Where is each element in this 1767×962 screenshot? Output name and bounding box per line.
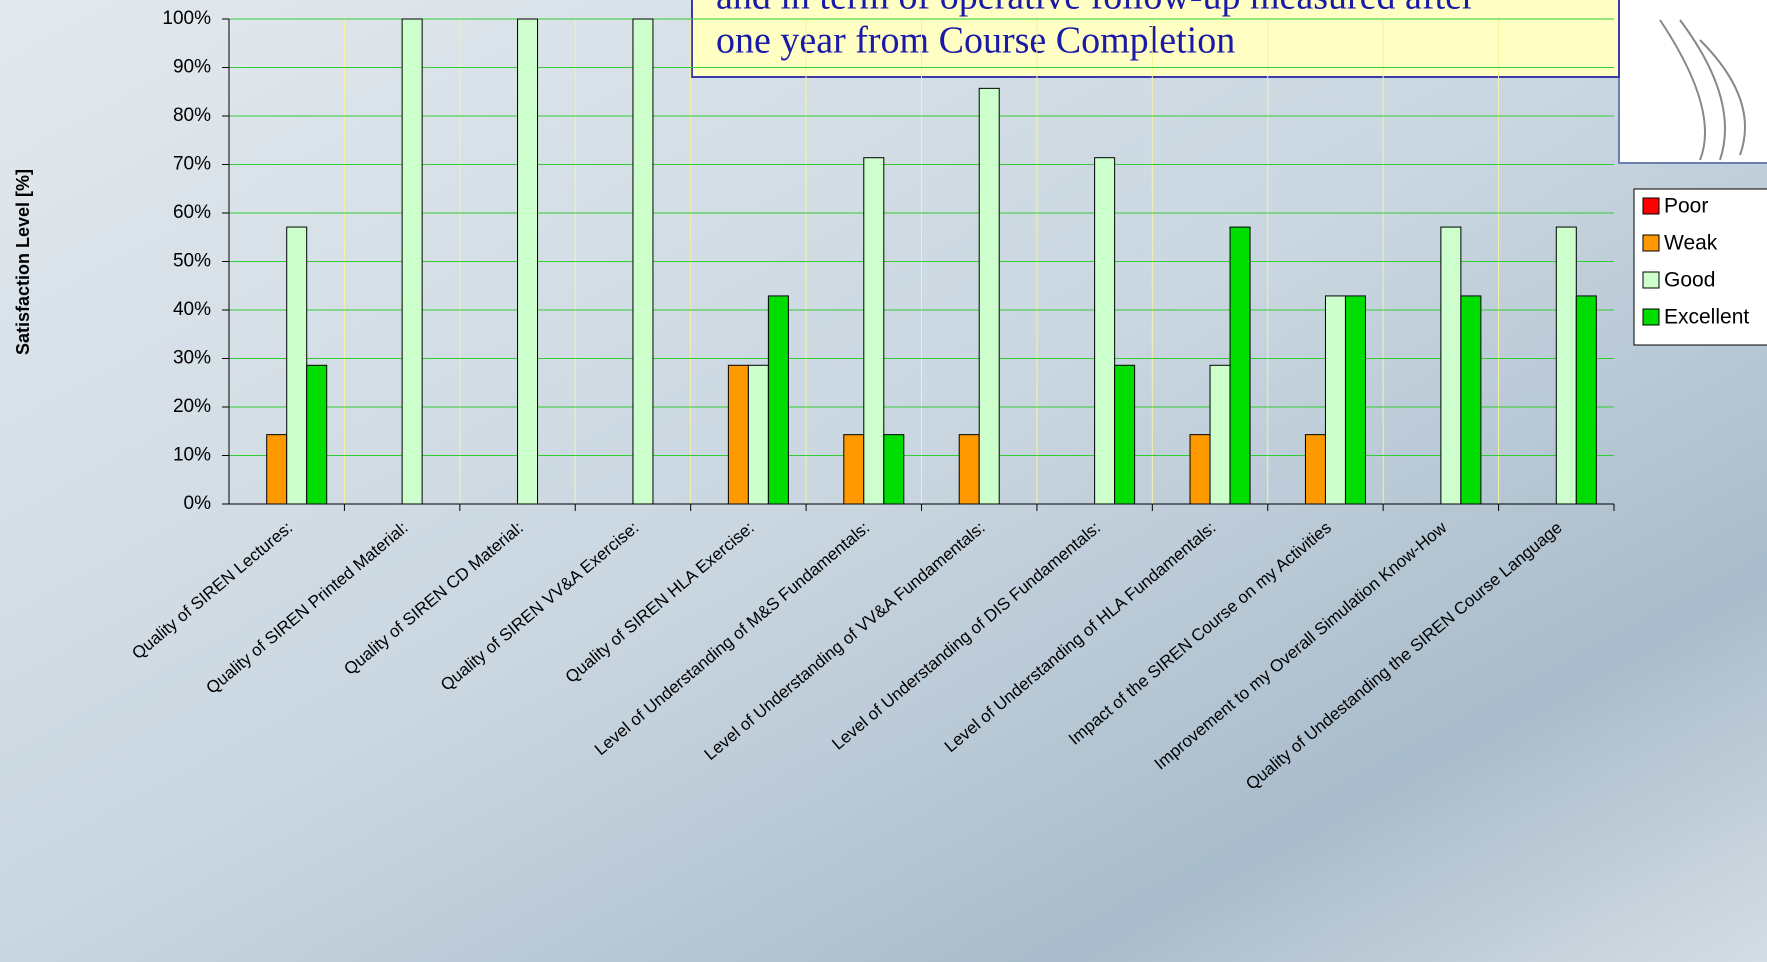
legend-label: Weak [1664, 232, 1718, 255]
y-tick-label: 70% [173, 154, 211, 175]
y-tick-label: 100% [162, 8, 211, 29]
bar [1115, 365, 1135, 504]
y-tick-label: 80% [173, 105, 211, 126]
bar [1095, 158, 1115, 504]
legend-label: Good [1664, 269, 1715, 292]
bar [287, 227, 307, 504]
bar [979, 88, 999, 504]
y-axis-label: Satisfaction Level [%] [13, 169, 33, 355]
bar [307, 365, 327, 504]
bar [518, 19, 538, 504]
bar [267, 435, 287, 504]
bar [1345, 296, 1365, 504]
page: and in term of operative follow-up measu… [0, 0, 1767, 962]
bar [1325, 296, 1345, 504]
y-tick-label: 40% [173, 299, 211, 320]
bar [864, 158, 884, 504]
bar [959, 435, 979, 504]
logo [1619, 0, 1767, 163]
bar [844, 435, 864, 504]
bar [402, 19, 422, 504]
bar [1210, 365, 1230, 504]
annotation-line: one year from Course Completion [716, 20, 1235, 62]
chart: and in term of operative follow-up measu… [0, 0, 1767, 962]
y-tick-label: 90% [173, 57, 211, 78]
bar [728, 365, 748, 504]
y-tick-label: 50% [173, 251, 211, 272]
annotation-box: and in term of operative follow-up measu… [692, 0, 1619, 77]
bar [1556, 227, 1576, 504]
bar [633, 19, 653, 504]
legend-label: Poor [1664, 195, 1708, 218]
bar [1461, 296, 1481, 504]
y-tick-label: 0% [184, 493, 212, 514]
legend-swatch [1643, 272, 1659, 288]
bar [1441, 227, 1461, 504]
bar [1230, 227, 1250, 504]
bar [768, 296, 788, 504]
legend-swatch [1643, 309, 1659, 325]
y-tick-label: 10% [173, 445, 211, 466]
bar [884, 435, 904, 504]
bar [1305, 435, 1325, 504]
y-tick-label: 30% [173, 348, 211, 369]
y-tick-label: 60% [173, 202, 211, 223]
bar [1576, 296, 1596, 504]
bar [748, 365, 768, 504]
legend-swatch [1643, 198, 1659, 214]
legend-swatch [1643, 235, 1659, 251]
legend-label: Excellent [1664, 306, 1749, 329]
annotation-line: and in term of operative follow-up measu… [716, 0, 1475, 18]
bar [1190, 435, 1210, 504]
y-tick-label: 20% [173, 396, 211, 417]
